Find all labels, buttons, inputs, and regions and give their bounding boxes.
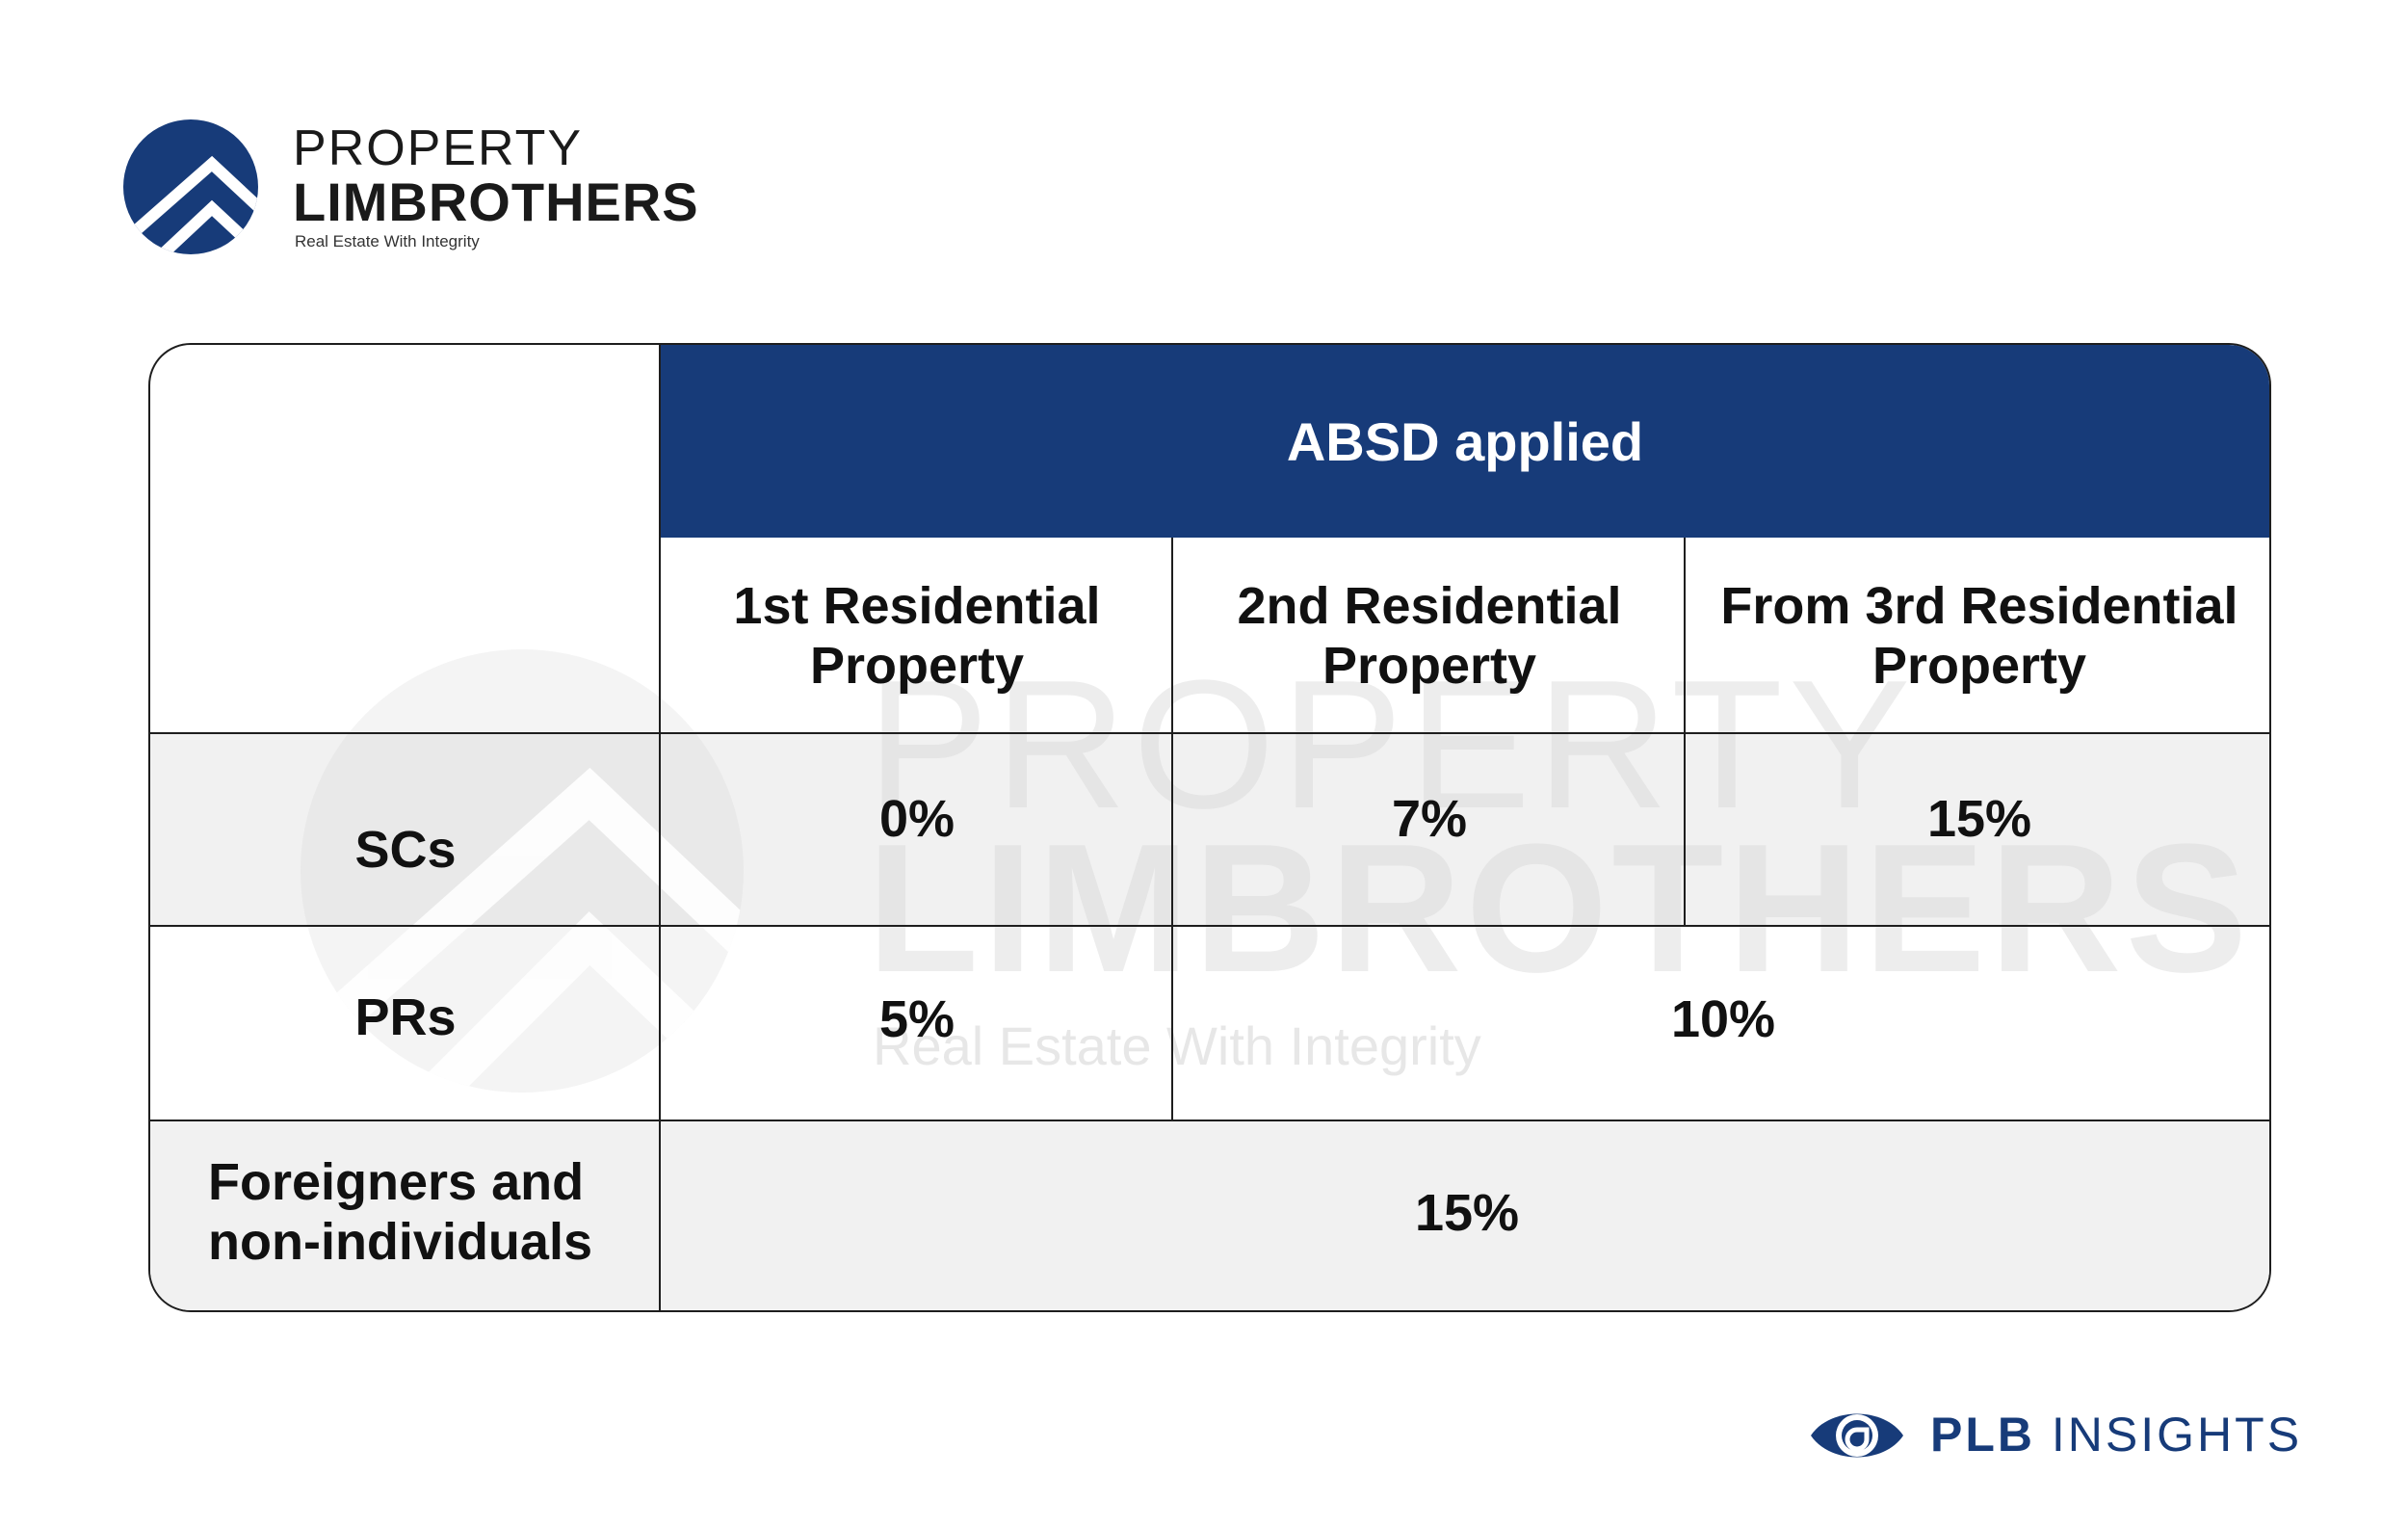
- brand-logo: PROPERTY LIMBROTHERS Real Estate With In…: [123, 119, 701, 254]
- divider-prs-row: [150, 1120, 2269, 1121]
- divider-header-row: [150, 732, 2269, 734]
- brand-tagline: Real Estate With Integrity: [295, 232, 480, 250]
- cell-foreigners-all: 15%: [1414, 1183, 1520, 1242]
- absd-table: PROPERTY LIMBROTHERS Real Estate With In…: [148, 343, 2271, 1312]
- cell-prs-1st: 5%: [878, 989, 955, 1048]
- row-label-foreigners: Foreigners and non-individuals: [208, 1152, 592, 1271]
- group-header: ABSD applied: [661, 345, 2269, 538]
- row-label-prs: PRs: [354, 988, 457, 1046]
- footer-label-prefix: PLB: [1930, 1408, 2035, 1462]
- divider-label-column: [659, 345, 661, 1310]
- column-header-1: 1st Residential Property: [733, 576, 1101, 695]
- row-band-foreigners: [150, 1121, 2269, 1310]
- eye-icon: [1811, 1413, 1903, 1458]
- brand-name-line1: PROPERTY: [293, 120, 584, 176]
- plb-insights-brand: PLB INSIGHTS: [1807, 1401, 2308, 1470]
- footer-label-suffix: INSIGHTS: [2051, 1408, 2303, 1462]
- cell-scs-2nd: 7%: [1391, 789, 1468, 848]
- divider-scs-row: [150, 925, 2269, 927]
- cell-scs-3rd: 15%: [1926, 789, 2032, 848]
- cell-scs-1st: 0%: [878, 789, 955, 848]
- column-header-3: From 3rd Residential Property: [1720, 576, 2238, 695]
- column-header-2: 2nd Residential Property: [1237, 576, 1622, 695]
- divider-col-1-2: [1171, 538, 1173, 1121]
- cell-prs-2nd-and-3rd: 10%: [1670, 989, 1776, 1048]
- brand-name-line2: LIMBROTHERS: [293, 171, 699, 232]
- footer-label: PLB INSIGHTS: [1930, 1410, 2302, 1459]
- property-limbrothers-logo-icon: [123, 119, 258, 254]
- row-label-scs: SCs: [354, 820, 457, 879]
